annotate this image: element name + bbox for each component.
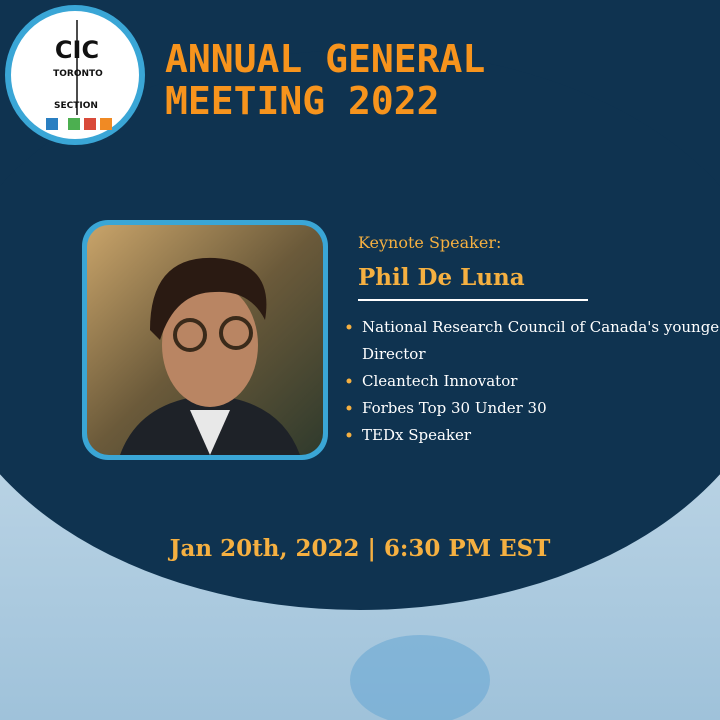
highlight: TEDx Speaker: [362, 426, 472, 444]
logo-icon: [100, 118, 112, 130]
logo-icon: [46, 118, 58, 130]
bullet-dot: [346, 324, 352, 330]
logo-icon: [84, 118, 96, 130]
event-datetime: Jan 20th, 2022 | 6:30 PM EST: [168, 535, 551, 562]
bullet-dot: [346, 378, 352, 384]
highlight: National Research Council of Canada's yo…: [362, 318, 720, 363]
title-line: MEETING 2022: [165, 79, 440, 123]
bullet-dot: [346, 432, 352, 438]
logo-line2: SECTION: [54, 101, 98, 111]
highlight: Cleantech Innovator: [362, 372, 518, 390]
highlight: Forbes Top 30 Under 30: [362, 399, 547, 417]
bullet-dot: [346, 405, 352, 411]
logo-line1: TORONTO: [53, 69, 103, 79]
speaker-name: Phil De Luna: [358, 264, 525, 291]
title-line: ANNUAL GENERAL: [165, 37, 485, 81]
logo-icon: [68, 118, 80, 130]
logo-badge: [5, 5, 145, 145]
highlights: National Research Council of Canada's yo…: [346, 318, 720, 444]
speaker-heading: Keynote Speaker:: [358, 233, 501, 252]
dark-panel-curve: [0, 50, 720, 610]
speaker-photo: [87, 225, 323, 455]
flask: [350, 635, 490, 720]
